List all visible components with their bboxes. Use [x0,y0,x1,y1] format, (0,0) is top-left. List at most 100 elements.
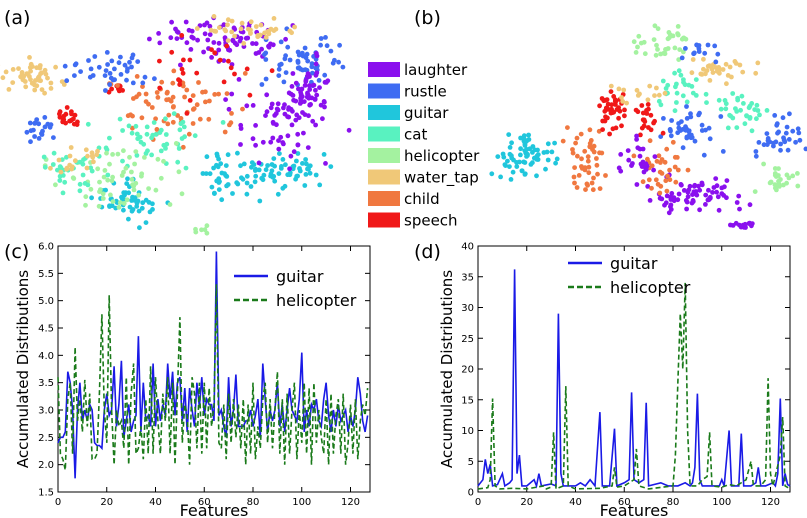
scatter-point-rustle [283,53,288,59]
scatter-point-helicopter [777,184,782,189]
scatter-point-helicopter [651,37,657,42]
y-tick-label: 5.0 [38,296,54,307]
scatter-point-rustle [140,80,146,86]
scatter-point-rustle [118,54,123,60]
scatter-point-speech [600,127,605,132]
scatter-point-cat [660,78,666,84]
legend-label-water_tap: water_tap [404,169,479,188]
scatter-point-laughter [309,95,315,101]
scatter-point-laughter [638,161,644,167]
scatter-point-cat [693,77,699,82]
scatter-point-guitar [307,163,313,169]
scatter-point-water_tap [68,145,74,150]
scatter-point-child [649,163,655,169]
scatter-point-laughter [207,23,213,29]
scatter-point-laughter [322,99,327,105]
scatter-point-rustle [756,140,762,145]
scatter-point-helicopter [133,180,139,186]
scatter-point-speech [187,57,193,63]
x-axis-label-d: Features [600,501,669,518]
scatter-point-guitar [225,182,231,187]
scatter-point-helicopter [752,189,758,195]
scatter-point-laughter [216,40,222,46]
scatter-point-rustle [90,73,96,78]
scatter-point-laughter [269,101,275,107]
scatter-point-water_tap [64,166,69,172]
scatter-point-child [180,144,186,150]
scatter-point-speech [157,85,163,91]
scatter-point-cat [176,146,182,151]
scatter-point-helicopter [110,174,115,180]
scatter-point-laughter [259,46,264,52]
scatter-point-laughter [294,112,300,118]
scatter-point-laughter [696,183,701,189]
scatter-point-helicopter [204,223,210,229]
scatter-point-speech [120,88,125,93]
scatter-point-helicopter [53,182,58,188]
scatter-point-laughter [209,55,215,60]
scatter-point-laughter [204,20,210,26]
scatter-point-child [665,173,670,179]
scatter-point-guitar [549,149,555,155]
scatter-point-laughter [637,153,643,159]
scatter-point-child [170,94,176,100]
scatter-point-rustle [276,73,282,78]
scatter-point-laughter [675,197,681,203]
scatter-point-guitar [124,181,130,187]
scatter-point-water_tap [225,17,231,23]
scatter-point-guitar [209,184,215,190]
scatter-point-guitar [109,203,115,209]
scatter-point-speech [597,103,602,109]
legend-c: guitar helicopter [234,267,357,310]
scatter-point-laughter [205,37,211,43]
scatter-point-laughter [157,40,163,46]
scatter-point-laughter [684,206,689,212]
scatter-point-rustle [24,129,30,135]
scatter-point-child [659,157,665,162]
scatter-point-cat [55,167,60,173]
scatter-point-speech [646,125,651,130]
scatter-point-guitar [248,184,254,189]
scatter-point-guitar [495,154,501,160]
scatter-point-rustle [129,55,135,61]
scatter-point-laughter [288,106,294,112]
scatter-point-water_tap [39,87,45,92]
scatter-point-laughter [664,193,670,199]
scatter-point-helicopter [123,165,129,171]
scatter-point-rustle [715,51,721,57]
scatter-point-child [170,80,176,86]
scatter-point-speech [169,49,175,55]
scatter-point-rustle [679,55,685,61]
scatter-point-child [591,149,597,155]
scatter-point-guitar [259,175,265,181]
scatter-point-speech [179,33,185,38]
scatter-point-speech [641,123,647,129]
scatter-point-laughter [634,137,639,142]
scatter-point-cat [105,172,111,178]
scatter-point-helicopter [131,187,137,193]
scatter-point-cat [658,102,664,108]
scatter-point-laughter [276,146,282,152]
scatter-point-speech [61,113,67,119]
scatter-point-helicopter [778,177,783,182]
scatter-point-laughter [237,38,243,44]
scatter-point-child [139,115,145,121]
scatter-point-child [597,186,603,192]
scatter-point-child [216,91,222,97]
scatter-point-laughter [724,195,729,201]
scatter-point-helicopter [653,52,659,58]
scatter-point-helicopter [658,51,663,57]
scatter-point-rustle [688,132,694,138]
scatter-point-water_tap [3,69,9,75]
scatter-point-laughter [282,102,287,108]
scatter-point-guitar [519,168,525,174]
scatter-point-guitar [150,207,155,212]
scatter-point-child [134,74,140,79]
scatter-point-water_tap [229,29,235,35]
scatter-point-water_tap [232,33,238,39]
scatter-point-cat [89,168,95,174]
scatter-point-child [585,154,591,160]
scatter-point-helicopter [795,183,801,189]
scatter-point-helicopter [117,200,123,206]
scatter-point-child [565,125,570,130]
